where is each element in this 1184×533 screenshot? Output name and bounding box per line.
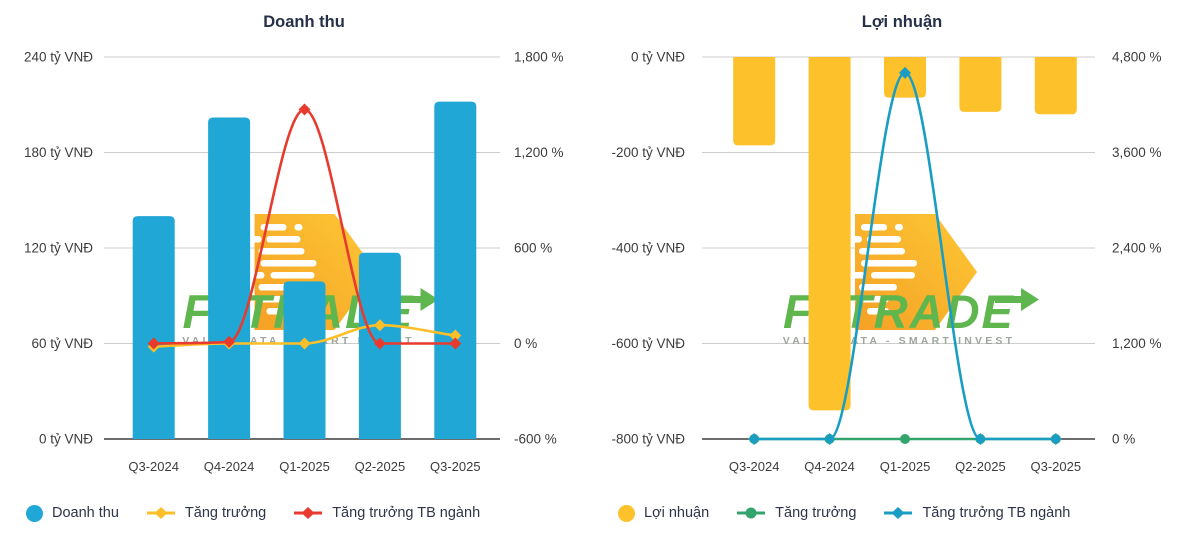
legend-item-loi-nhuan[interactable]: Lợi nhuận (618, 504, 710, 522)
left-axis-tick-label: 240 tỷ VNĐ (24, 50, 93, 65)
right-axis-tick-label: 1,200 % (514, 145, 564, 160)
loi-nhuan-legend: Lợi nhuận Tăng trưởng Tăng trưởng TB ngành (592, 498, 1184, 528)
chart-title: Doanh thu (263, 13, 345, 31)
point-tang-truong-tb-nganh-q2-2025[interactable] (373, 337, 386, 350)
chart-title: Lợi nhuận (862, 13, 942, 31)
legend-circle-icon (26, 504, 43, 522)
watermark-arrow-icon (995, 296, 1025, 303)
bar-doanh-thu-q4-2024[interactable] (208, 117, 251, 439)
left-axis-tick-label: 120 tỷ VNĐ (24, 241, 93, 256)
bar-loi-nhuan-q3-2025[interactable] (1034, 57, 1077, 115)
x-axis-label: Q3-2025 (1031, 459, 1082, 474)
point-tang-truong-tb-nganh-q3-2025[interactable] (449, 337, 462, 350)
point-tang-truong-tb-nganh-q3-2025[interactable] (1049, 433, 1062, 445)
x-axis-label: Q4-2024 (804, 459, 855, 474)
right-axis-tick-label: 3,600 % (1112, 145, 1162, 160)
legend-item-tang-truong-tb-nganh[interactable]: Tăng trưởng TB ngành (883, 506, 1070, 521)
chart-panel-loi-nhuan: 0 tỷ VNĐ 4,800 % -200 tỷ VNĐ 3,600 % -400 tỷ… (592, 0, 1184, 533)
chart-panel-doanh-thu: 240 tỷ VNĐ 1,800 % 180 tỷ VNĐ 1,200 % 120 tỷ… (0, 13, 592, 528)
right-axis-tick-label: 1,200 % (1112, 336, 1162, 351)
point-tang-truong-q1-2025[interactable] (900, 434, 910, 444)
legend-label: Tăng trưởng TB ngành (922, 504, 1071, 521)
watermark-brand-right: TRADE (843, 285, 1015, 338)
left-axis-tick-label: 0 tỷ VNĐ (631, 50, 685, 65)
legend-line-diamond-icon (146, 507, 175, 519)
bar-loi-nhuan-q3-2024[interactable] (733, 57, 776, 146)
x-axis-label: Q2-2025 (355, 459, 406, 474)
bar-doanh-thu-q1-2025[interactable] (283, 281, 326, 439)
x-axis-label: Q3-2024 (729, 459, 780, 474)
doanh-thu-chart: 240 tỷ VNĐ 1,800 % 180 tỷ VNĐ 1,200 % 120 tỷ… (24, 13, 564, 474)
bar-doanh-thu-q3-2025[interactable] (434, 101, 477, 440)
point-tang-truong-q2-2025[interactable] (373, 319, 386, 332)
legend-circle-icon (618, 504, 635, 522)
point-tang-truong-tb-nganh-q4-2024[interactable] (823, 433, 836, 445)
legend-label: Tăng trưởng TB ngành (332, 504, 481, 521)
point-tang-truong-q3-2025[interactable] (449, 329, 462, 342)
bar-loi-nhuan-q2-2025[interactable] (959, 57, 1002, 112)
left-axis-tick-label: 0 tỷ VNĐ (39, 432, 93, 447)
doanh-thu-legend: Doanh thu Tăng trưởng Tăng trưởng TB ngành (0, 498, 592, 528)
point-tang-truong-tb-nganh-q1-2025[interactable] (298, 103, 311, 116)
point-tang-truong-tb-nganh-q3-2024[interactable] (748, 433, 761, 445)
bar-loi-nhuan-q4-2024[interactable] (808, 57, 851, 411)
left-axis-tick-label: -200 tỷ VNĐ (611, 145, 685, 160)
bar-doanh-thu-q3-2024[interactable] (132, 216, 175, 439)
legend-label: Tăng trưởng (184, 504, 267, 521)
legend-line-diamond-icon (884, 507, 913, 519)
point-tang-truong-tb-nganh-q3-2024[interactable] (147, 337, 160, 350)
legend-item-doanh-thu[interactable]: Doanh thu (26, 504, 119, 522)
x-axis-label: Q1-2025 (279, 459, 330, 474)
right-axis-tick-label: 1,800 % (514, 50, 564, 65)
right-axis-tick-label: 0 % (514, 336, 537, 351)
legend-item-tang-truong[interactable]: Tăng trưởng (736, 506, 856, 521)
legend-label: Lợi nhuận (644, 504, 710, 521)
point-tang-truong-tb-nganh-q2-2025[interactable] (974, 433, 987, 445)
legend-label: Doanh thu (52, 504, 119, 521)
x-axis-label: Q4-2024 (204, 459, 255, 474)
x-axis-label: Q3-2024 (128, 459, 179, 474)
loi-nhuan-chart: 0 tỷ VNĐ 4,800 % -200 tỷ VNĐ 3,600 % -400 tỷ… (611, 13, 1162, 474)
right-axis-tick-label: -600 % (514, 432, 557, 447)
right-axis-tick-label: 2,400 % (1112, 241, 1162, 256)
watermark-arrow-icon (394, 296, 425, 303)
left-axis-tick-label: -800 tỷ VNĐ (611, 432, 685, 447)
legend-label: Tăng trưởng (775, 504, 857, 521)
x-axis-label: Q3-2025 (430, 459, 481, 474)
point-tang-truong-tb-nganh-q4-2024[interactable] (223, 335, 236, 348)
right-axis-tick-label: 600 % (514, 241, 552, 256)
point-tang-truong-q1-2025[interactable] (298, 337, 311, 350)
left-axis-tick-label: 60 tỷ VNĐ (31, 336, 93, 351)
legend-line-diamond-icon (294, 507, 323, 519)
point-tang-truong-tb-nganh-q1-2025[interactable] (899, 66, 911, 79)
right-axis-tick-label: 0 % (1112, 432, 1135, 447)
right-axis-tick-label: 4,800 % (1112, 50, 1162, 65)
legend-item-tang-truong[interactable]: Tăng trưởng (146, 506, 266, 521)
left-axis-tick-label: -400 tỷ VNĐ (611, 241, 685, 256)
x-axis-label: Q2-2025 (955, 459, 1006, 474)
left-axis-tick-label: -600 tỷ VNĐ (611, 336, 685, 351)
x-axis-label: Q1-2025 (880, 459, 931, 474)
legend-line-circle-icon (737, 507, 766, 519)
left-axis-tick-label: 180 tỷ VNĐ (24, 145, 93, 160)
legend-item-tang-truong-tb-nganh[interactable]: Tăng trưởng TB ngành (293, 506, 480, 521)
